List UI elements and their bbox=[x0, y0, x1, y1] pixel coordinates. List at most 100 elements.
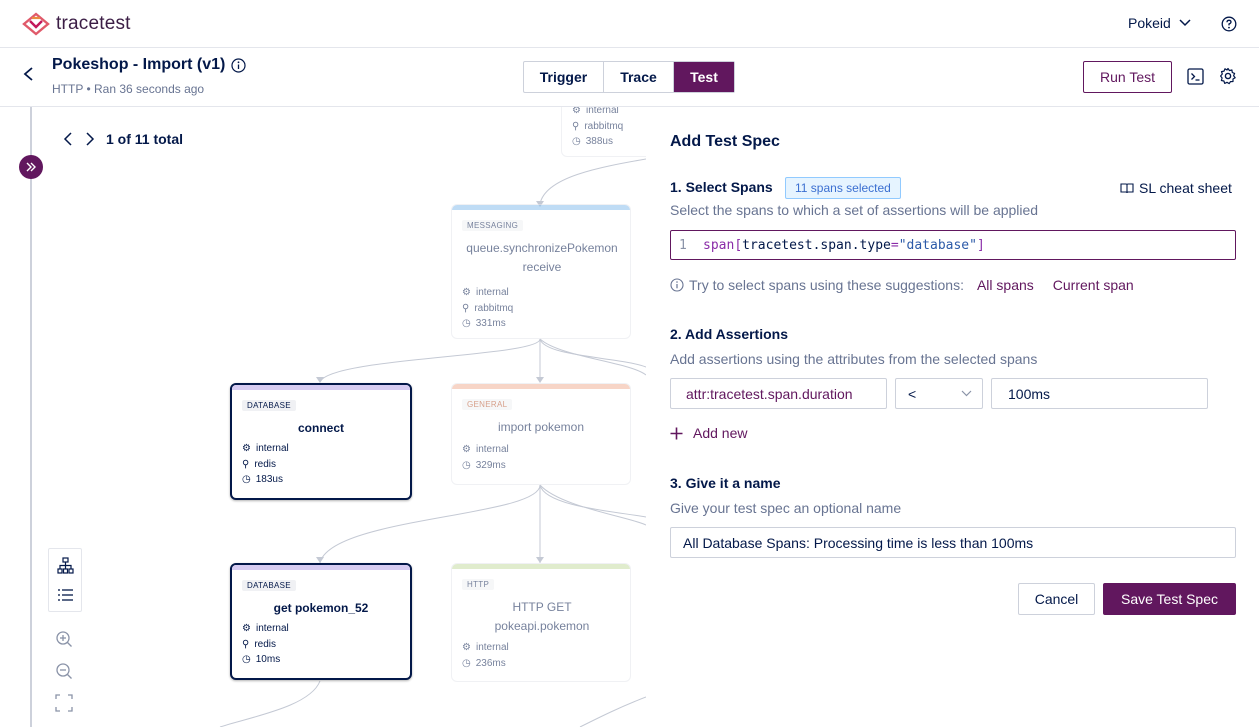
clock-icon: ◷ bbox=[242, 654, 251, 666]
operator-value: < bbox=[908, 385, 917, 402]
span-attr-row: ⚲ redis bbox=[242, 458, 277, 470]
step3-help: Give your test spec an optional name bbox=[670, 500, 902, 516]
top-bar: tracetest Pokeid bbox=[0, 0, 1259, 48]
logo[interactable]: tracetest bbox=[22, 12, 131, 36]
span-attr-row: ⚙ internal bbox=[242, 623, 289, 635]
cheat-sheet-label: SL cheat sheet bbox=[1139, 180, 1232, 196]
step1-help: Select the spans to which a set of asser… bbox=[670, 202, 1039, 218]
span-attr-row: ◷ 236ms bbox=[462, 657, 506, 669]
spans-selected-badge: 11 spans selected bbox=[785, 177, 901, 199]
environment-selector[interactable]: Pokeid bbox=[1128, 15, 1191, 31]
info-icon bbox=[670, 278, 684, 292]
chevron-right-icon[interactable] bbox=[84, 132, 96, 146]
span-pager: 1 of 11 total bbox=[62, 131, 183, 147]
span-attr-row: ⚙ internal bbox=[462, 642, 509, 654]
span-node[interactable]: GENERAL import pokemon ⚙ internal ◷ 329ms bbox=[451, 383, 631, 485]
ran-time: Ran 36 seconds ago bbox=[94, 82, 205, 96]
span-attr-row: ⚲ rabbitmq bbox=[572, 120, 624, 132]
span-attr-row: ⚲ rabbitmq bbox=[462, 302, 514, 314]
help-icon[interactable] bbox=[1221, 16, 1237, 32]
clock-icon: ◷ bbox=[462, 657, 471, 669]
span-type-bar bbox=[452, 564, 630, 569]
span-type-badge: GENERAL bbox=[462, 399, 513, 410]
zoom-in-icon[interactable] bbox=[55, 630, 73, 648]
suggestion-text: Try to select spans using these suggesti… bbox=[689, 277, 964, 293]
kind-icon: ⚙ bbox=[242, 623, 251, 635]
list-view-icon[interactable] bbox=[57, 588, 74, 602]
span-type-badge: DATABASE bbox=[242, 580, 296, 591]
selector-value: "database" bbox=[898, 237, 977, 253]
pager-label: 1 of 11 total bbox=[106, 131, 184, 147]
zoom-out-icon[interactable] bbox=[55, 662, 73, 680]
system-icon: ⚲ bbox=[572, 120, 580, 132]
book-icon bbox=[1120, 183, 1134, 194]
gear-icon[interactable] bbox=[1219, 67, 1237, 85]
kind-icon: ⚙ bbox=[462, 287, 471, 299]
test-subtitle: HTTP • Ran 36 seconds ago bbox=[52, 82, 204, 96]
kind-icon: ⚙ bbox=[242, 443, 251, 455]
mode-tabs: Trigger Trace Test bbox=[523, 61, 735, 93]
span-name: queue.synchronizePokemon receive bbox=[466, 241, 618, 274]
suggestion-all-spans[interactable]: All spans bbox=[976, 277, 1034, 293]
step2-label: 2. Add Assertions bbox=[670, 326, 788, 342]
span-type-badge: MESSAGING bbox=[462, 220, 524, 231]
add-assertion-button[interactable]: Add new bbox=[670, 425, 747, 441]
run-test-button[interactable]: Run Test bbox=[1083, 61, 1172, 93]
system-icon: ⚲ bbox=[462, 302, 470, 314]
panel-title: Add Test Spec bbox=[670, 133, 780, 150]
test-name: Pokeshop - Import (v1) bbox=[52, 56, 226, 73]
selector-attribute: tracetest.span.type bbox=[742, 237, 891, 253]
span-name: HTTP GET pokeapi.pokemon bbox=[494, 600, 590, 633]
span-node[interactable]: MESSAGING queue.synchronizePokemon recei… bbox=[451, 204, 631, 339]
test-spec-panel: Add Test Spec 1. Select Spans 11 spans s… bbox=[646, 107, 1259, 727]
span-attr-row: ⚙ internal bbox=[462, 287, 509, 299]
span-node-selected[interactable]: DATABASE get pokemon_52 ⚙ internal ⚲ redis… bbox=[230, 563, 412, 680]
step3-label: 3. Give it a name bbox=[670, 475, 781, 491]
tree-view-icon[interactable] bbox=[57, 557, 74, 574]
clock-icon: ◷ bbox=[462, 459, 471, 471]
expand-panel-button[interactable] bbox=[19, 155, 43, 179]
back-arrow-icon[interactable] bbox=[22, 66, 36, 82]
info-icon[interactable] bbox=[231, 57, 246, 73]
system-icon: ⚲ bbox=[242, 638, 250, 650]
tracetest-logo-icon bbox=[22, 12, 50, 36]
step2-help: Add assertions using the attributes from… bbox=[670, 351, 1038, 367]
assertion-attribute-field[interactable]: attr:tracetest.span.duration bbox=[670, 378, 887, 409]
span-node-selected[interactable]: DATABASE connect ⚙ internal ⚲ redis ◷ 183us bbox=[230, 383, 412, 500]
cancel-button[interactable]: Cancel bbox=[1018, 583, 1095, 615]
span-node[interactable]: ⚙ internal ⚲ rabbitmq ◷ 388us bbox=[561, 107, 646, 157]
test-header: Pokeshop - Import (v1) HTTP • Ran 36 sec… bbox=[0, 48, 1259, 107]
kind-icon: ⚙ bbox=[572, 107, 581, 117]
span-type-badge: DATABASE bbox=[242, 400, 296, 411]
chevron-down-icon bbox=[1179, 19, 1191, 27]
cheat-sheet-link[interactable]: SL cheat sheet bbox=[1120, 180, 1232, 196]
trace-diagram[interactable]: 1 of 11 total ⚙ internal ⚲ rabbitmq ◷ 388us… bbox=[0, 107, 646, 727]
bracket-open: [ bbox=[734, 237, 743, 253]
span-name: connect bbox=[297, 421, 344, 435]
span-node[interactable]: HTTP HTTP GET pokeapi.pokemon ⚙ internal … bbox=[451, 563, 631, 682]
selector-keyword: span bbox=[703, 237, 735, 253]
suggestion-current-span[interactable]: Current span bbox=[1052, 277, 1134, 293]
span-attr-row: ⚙ internal bbox=[572, 107, 619, 117]
span-type-bar bbox=[232, 385, 410, 390]
double-chevron-right-icon bbox=[26, 162, 36, 172]
spec-name-input[interactable]: All Database Spans: Processing time is l… bbox=[670, 527, 1236, 558]
span-type-badge: HTTP bbox=[462, 579, 495, 590]
span-name: import pokemon bbox=[497, 420, 585, 434]
assertion-value-field[interactable]: 100ms bbox=[991, 378, 1208, 409]
tab-trigger[interactable]: Trigger bbox=[524, 62, 604, 92]
assertion-operator-select[interactable]: < bbox=[895, 378, 983, 409]
tab-trace[interactable]: Trace bbox=[604, 62, 674, 92]
tab-test[interactable]: Test bbox=[674, 62, 734, 92]
save-test-spec-button[interactable]: Save Test Spec bbox=[1103, 583, 1236, 615]
add-new-label: Add new bbox=[693, 425, 748, 441]
span-type-bar bbox=[452, 384, 630, 389]
terminal-icon[interactable] bbox=[1187, 68, 1204, 85]
chevron-left-icon[interactable] bbox=[62, 132, 74, 146]
page-title: Pokeshop - Import (v1) bbox=[52, 56, 246, 74]
span-attr-row: ◷ 183us bbox=[242, 474, 283, 486]
span-attr-row: ⚙ internal bbox=[462, 444, 509, 456]
span-attr-row: ⚲ redis bbox=[242, 638, 277, 650]
fit-view-icon[interactable] bbox=[55, 694, 73, 712]
selector-editor[interactable]: 1 span[tracetest.span.type = "database"] bbox=[670, 230, 1236, 260]
